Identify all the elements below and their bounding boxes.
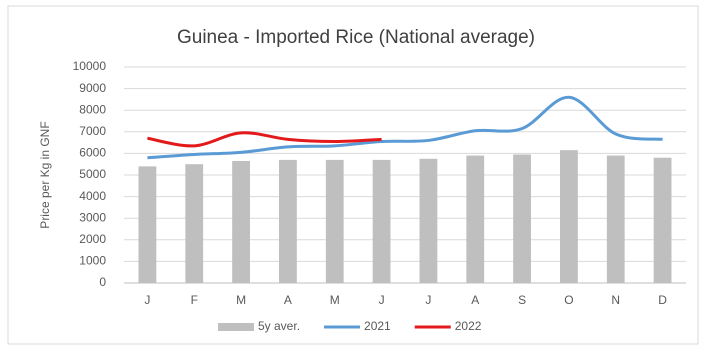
y-tick-label: 9000 (79, 81, 106, 95)
bar (513, 154, 531, 283)
bar (279, 159, 297, 283)
bar (138, 166, 157, 283)
x-tick-label: A (284, 293, 292, 307)
y-tick-label: 7000 (79, 124, 106, 138)
y-axis-label: Price per Kg in GNF (38, 121, 52, 228)
y-tick-label: 4000 (79, 189, 106, 203)
x-tick-label: F (191, 293, 198, 307)
bar (653, 157, 672, 283)
bar (185, 164, 204, 283)
x-tick-label: M (330, 293, 340, 307)
bar (232, 160, 250, 283)
legend-label: 2021 (364, 319, 391, 333)
x-tick-label: O (564, 293, 573, 307)
x-tick-label: N (611, 293, 620, 307)
x-tick-label: S (518, 293, 526, 307)
x-tick-label: J (425, 293, 431, 307)
bar (606, 155, 625, 283)
x-tick-label: A (471, 293, 479, 307)
x-tick-label: M (236, 293, 246, 307)
x-tick-label: D (658, 293, 667, 307)
bar (560, 150, 578, 283)
bar (419, 158, 438, 283)
x-tick-label: J (379, 293, 385, 307)
bar (325, 159, 344, 283)
y-tick-label: 6000 (79, 146, 106, 160)
y-tick-label: 5000 (79, 167, 106, 181)
chart-title: Guinea - Imported Rice (National average… (177, 27, 535, 48)
x-tick-label: J (144, 293, 150, 307)
y-tick-label: 8000 (79, 102, 106, 116)
line (147, 95, 663, 160)
y-tick-label: 0 (99, 275, 106, 289)
legend-label: 2022 (455, 319, 482, 333)
bar (372, 159, 391, 283)
legend-label: 5y aver. (258, 319, 300, 333)
bar (466, 155, 485, 283)
legend-swatch (218, 323, 254, 331)
y-tick-label: 10000 (73, 59, 107, 73)
y-tick-label: 1000 (79, 254, 106, 268)
y-tick-label: 3000 (79, 210, 106, 224)
y-tick-label: 2000 (79, 232, 106, 246)
line (147, 131, 382, 148)
